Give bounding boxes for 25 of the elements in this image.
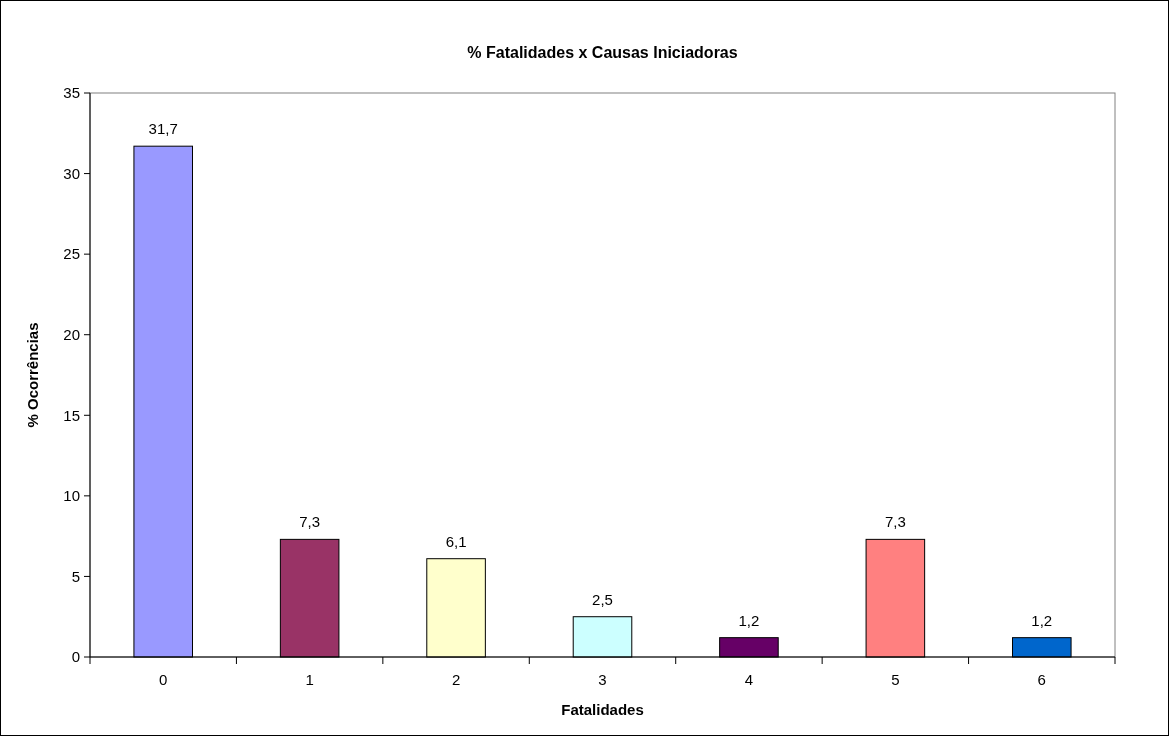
y-tick-label: 20 [63,325,80,343]
x-tick-label: 2 [451,671,461,688]
data-label: 6,1 [445,532,467,550]
y-tick-label: 25 [63,245,80,263]
y-tick-label: 35 [63,84,80,102]
chart-title: % Fatalidades x Causas Iniciadoras [467,44,738,61]
data-label: 1,2 [738,611,760,629]
y-tick-label: 0 [71,648,80,666]
y-tick-label: 15 [63,406,80,424]
y-tick-label: 30 [63,164,80,182]
y-tick-label: 10 [63,487,80,505]
x-tick-label: 0 [159,671,168,688]
x-tick-label: 6 [1037,671,1046,688]
x-tick-label: 3 [598,671,607,688]
x-axis-title: Fatalidades [561,701,644,718]
data-label: 1,2 [1031,611,1053,629]
data-label: 2,5 [592,590,613,608]
data-label: 7,3 [299,513,321,531]
x-tick-label: 5 [891,671,900,688]
x-tick-label: 4 [744,671,754,688]
y-tick-label: 5 [71,567,80,585]
data-label: 31,7 [148,120,178,138]
y-axis-title: % Ocorrências [24,322,41,428]
data-label: 7,3 [884,513,906,531]
x-tick-label: 1 [305,671,314,688]
